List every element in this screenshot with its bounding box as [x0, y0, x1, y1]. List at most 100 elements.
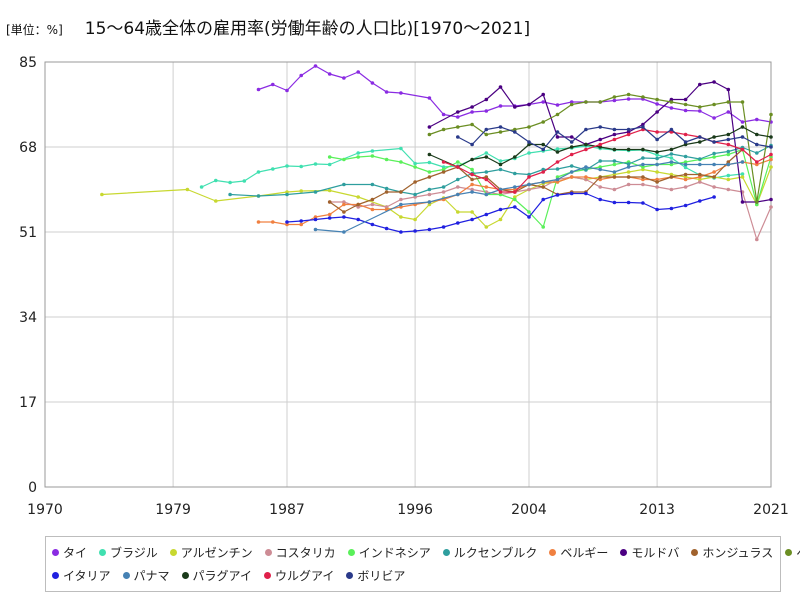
- data-point: [541, 100, 545, 104]
- data-point: [285, 192, 289, 197]
- data-point: [683, 108, 688, 113]
- data-point: [598, 142, 602, 147]
- data-point: [598, 197, 602, 202]
- data-point: [327, 155, 332, 159]
- legend-marker: [620, 548, 628, 556]
- data-point: [527, 175, 531, 179]
- data-point: [384, 186, 389, 191]
- data-point: [541, 92, 545, 97]
- data-point: [626, 132, 631, 137]
- data-point: [612, 98, 617, 103]
- data-point: [484, 109, 489, 113]
- data-point: [527, 182, 531, 187]
- data-point: [569, 140, 574, 144]
- data-point: [626, 162, 631, 166]
- data-point: [726, 137, 731, 142]
- data-point: [740, 200, 745, 204]
- data-point: [584, 142, 588, 147]
- data-point: [441, 185, 446, 189]
- data-point: [555, 112, 560, 117]
- data-point: [470, 142, 474, 147]
- data-point: [370, 197, 375, 202]
- data-point: [669, 106, 674, 110]
- data-point: [427, 192, 432, 197]
- data-point: [726, 87, 731, 92]
- data-point: [427, 227, 432, 232]
- data-point: [327, 72, 332, 76]
- data-point: [413, 229, 417, 233]
- data-point: [584, 127, 588, 132]
- data-point: [626, 165, 631, 169]
- data-point: [456, 221, 460, 225]
- legend-label: パナマ: [133, 568, 170, 583]
- data-point: [584, 100, 588, 104]
- data-point: [555, 103, 560, 107]
- data-point: [769, 155, 773, 159]
- data-point: [498, 207, 503, 212]
- data-point: [456, 160, 460, 164]
- legend-item: ブラジル: [99, 544, 158, 561]
- data-point: [555, 177, 560, 182]
- series-line: [329, 149, 743, 213]
- data-point: [712, 151, 716, 156]
- data-point: [242, 179, 247, 183]
- data-point: [683, 172, 688, 177]
- data-point: [470, 217, 474, 222]
- data-point: [598, 125, 602, 129]
- data-point: [555, 167, 560, 171]
- legend-label: コスタリカ: [275, 545, 336, 560]
- data-point: [185, 187, 190, 192]
- data-point: [555, 130, 560, 134]
- data-point: [441, 190, 446, 194]
- data-point: [641, 125, 645, 129]
- data-point: [669, 97, 674, 102]
- plot-frame: [44, 61, 772, 488]
- data-point: [726, 152, 731, 157]
- data-point: [527, 140, 531, 144]
- data-point: [569, 135, 574, 139]
- data-point: [555, 147, 560, 151]
- data-point: [555, 193, 560, 197]
- data-point: [285, 190, 289, 194]
- data-point: [698, 109, 702, 113]
- x-tick-label: 1987: [269, 502, 305, 518]
- data-point: [484, 177, 489, 182]
- data-point: [327, 188, 332, 193]
- data-point: [413, 180, 417, 184]
- legend-item: ボリビア: [346, 567, 405, 584]
- data-point: [612, 159, 617, 163]
- data-point: [484, 170, 489, 174]
- data-point: [527, 102, 531, 107]
- data-point: [669, 147, 674, 152]
- data-point: [498, 104, 503, 108]
- data-point: [683, 132, 688, 137]
- data-point: [712, 170, 716, 174]
- data-point: [569, 152, 574, 157]
- data-point: [641, 95, 645, 99]
- data-point: [498, 217, 503, 222]
- data-point: [342, 76, 346, 80]
- data-point: [641, 122, 645, 127]
- data-point: [470, 182, 474, 187]
- data-point: [327, 162, 332, 167]
- data-point: [484, 97, 489, 102]
- data-point: [498, 125, 503, 129]
- data-point: [427, 175, 432, 179]
- legend-item: パナマ: [122, 567, 170, 584]
- data-point: [527, 151, 531, 155]
- data-point: [698, 105, 702, 109]
- data-point: [470, 110, 474, 114]
- data-point: [541, 185, 545, 189]
- data-point: [669, 162, 674, 167]
- data-point: [584, 191, 588, 196]
- data-point: [683, 102, 688, 107]
- data-point: [755, 132, 759, 137]
- data-point: [698, 177, 702, 182]
- data-point: [669, 206, 674, 211]
- data-point: [598, 159, 602, 163]
- data-point: [384, 226, 389, 231]
- y-tick-label: 17: [19, 395, 37, 411]
- data-point: [299, 164, 304, 169]
- data-point: [712, 116, 716, 120]
